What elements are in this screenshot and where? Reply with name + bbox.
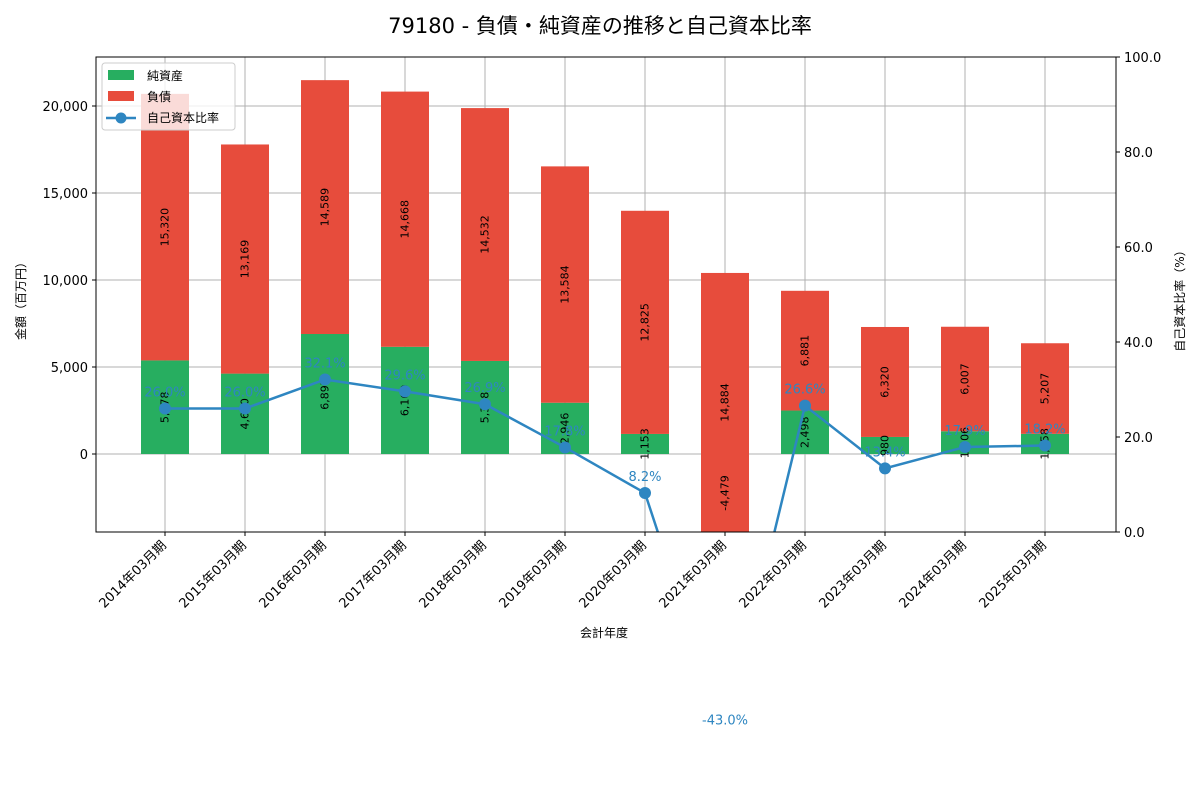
bar-liabilities <box>141 93 189 361</box>
bar-liabilities <box>541 166 589 403</box>
x-axis-ticks: 2014年03月期 2015年03月期 2016年03月期 2017年03月期 2018… <box>97 532 1050 612</box>
ratio-marker <box>399 385 411 398</box>
bar-value-labels: 5,37815,3204,62013,1696,89714,5896,16014… <box>159 188 1052 511</box>
ratio-marker <box>239 402 251 415</box>
bar-liabilities <box>941 326 989 432</box>
x-tick-label: 2024年03月期 <box>897 538 970 611</box>
net-assets-value: -4,479 <box>719 475 732 510</box>
bar-liabilities <box>781 290 829 411</box>
liabilities-value: 6,007 <box>959 363 972 395</box>
bar-liabilities <box>381 91 429 347</box>
legend-swatch-liabilities <box>108 91 134 101</box>
net-assets-value: 6,897 <box>319 378 332 410</box>
bars <box>141 80 1069 532</box>
ratio-marker <box>1039 439 1051 452</box>
svg-text:40.0: 40.0 <box>1124 336 1153 351</box>
ratio-value: 17.9% <box>944 424 985 439</box>
bar-liabilities <box>621 210 669 434</box>
right-axis-ticks: 0.0 20.0 40.0 60.0 80.0 100.0 <box>1116 51 1161 541</box>
bar-liabilities <box>221 144 269 374</box>
x-tick-label: 2015年03月期 <box>177 538 250 611</box>
x-tick-label: 2016年03月期 <box>257 538 330 611</box>
ratio-value: 17.8% <box>544 424 585 439</box>
liabilities-value: 14,668 <box>399 200 412 239</box>
bar-liabilities <box>701 272 749 532</box>
svg-text:15,000: 15,000 <box>43 187 89 202</box>
x-tick-label: 2020年03月期 <box>577 538 650 611</box>
svg-text:20.0: 20.0 <box>1124 431 1153 446</box>
liabilities-value: 12,825 <box>639 303 652 342</box>
ratio-value: 13.4% <box>864 445 905 460</box>
liabilities-value: 15,320 <box>159 208 172 247</box>
ratio-value: 26.0% <box>144 386 185 401</box>
x-tick-label: 2014年03月期 <box>97 538 170 611</box>
x-tick-label: 2022年03月期 <box>737 538 810 611</box>
ratio-value: 26.9% <box>464 381 505 396</box>
svg-text:20,000: 20,000 <box>43 100 89 115</box>
chart-title: 79180 - 負債・純資産の推移と自己資本比率 <box>388 14 812 38</box>
bar-liabilities <box>861 326 909 437</box>
x-tick-label: 2017年03月期 <box>337 538 410 611</box>
x-tick-label: 2025年03月期 <box>977 538 1050 611</box>
liabilities-value: 5,207 <box>1039 373 1052 405</box>
x-axis-label: 会計年度 <box>580 625 628 640</box>
bar-liabilities <box>301 80 349 334</box>
liabilities-value: 14,589 <box>319 188 332 227</box>
y-axis-label: 金額（百万円） <box>13 256 28 340</box>
equity-ratio-line: 26.0% 26.0% 32.1% 29.6% 26.9% 17.8% 8.2% -43.0%… <box>144 357 1065 729</box>
net-assets-value: 1,153 <box>639 428 652 460</box>
svg-text:60.0: 60.0 <box>1124 241 1153 256</box>
ratio-marker <box>959 440 971 453</box>
ratio-value: 8.2% <box>628 470 661 485</box>
ratio-marker <box>479 398 491 411</box>
legend-label-ratio: 自己資本比率 <box>147 110 219 125</box>
ratio-marker <box>159 402 171 415</box>
liabilities-value: 6,881 <box>799 335 812 367</box>
ratio-marker <box>879 462 891 475</box>
legend-label-liabilities: 負債 <box>147 89 171 104</box>
bar-liabilities <box>1021 343 1069 434</box>
bar-net-assets <box>301 333 349 454</box>
liabilities-value: 14,884 <box>719 383 732 422</box>
net-assets-value: 980 <box>879 435 892 456</box>
y2-axis-label: 自己資本比率（%） <box>1172 244 1187 351</box>
ratio-marker <box>799 399 811 412</box>
svg-text:100.0: 100.0 <box>1124 51 1161 66</box>
svg-text:5,000: 5,000 <box>51 361 88 376</box>
legend-label-net-assets: 純資産 <box>147 68 183 83</box>
liabilities-value: 13,169 <box>239 240 252 279</box>
bar-net-assets <box>621 433 669 454</box>
svg-text:10,000: 10,000 <box>43 274 89 289</box>
ratio-value: 29.6% <box>384 368 425 383</box>
bar-net-assets <box>381 346 429 454</box>
ratio-value: -43.0% <box>702 713 748 728</box>
ratio-marker <box>319 373 331 386</box>
ratio-value: 26.0% <box>224 386 265 401</box>
bar-net-assets <box>861 436 909 454</box>
ratio-marker <box>639 487 651 500</box>
net-assets-value: 2,946 <box>559 413 572 445</box>
legend-marker-ratio <box>115 112 127 124</box>
x-tick-label: 2019年03月期 <box>497 538 570 611</box>
left-axis-ticks: 0 5,000 10,000 15,000 20,000 <box>43 100 96 463</box>
ratio-value: 18.2% <box>1024 423 1065 438</box>
ratio-marker <box>559 441 571 454</box>
legend-swatch-net-assets <box>108 70 134 80</box>
liabilities-value: 13,584 <box>559 265 572 304</box>
x-tick-label: 2018年03月期 <box>417 538 490 611</box>
legend: 純資産 負債 自己資本比率 <box>101 62 236 131</box>
liabilities-value: 6,320 <box>879 366 892 398</box>
bar-liabilities <box>461 108 509 361</box>
svg-text:0: 0 <box>80 448 88 463</box>
ratio-value: 26.6% <box>784 383 825 398</box>
svg-text:0.0: 0.0 <box>1124 526 1145 541</box>
x-tick-label: 2021年03月期 <box>657 538 730 611</box>
x-tick-label: 2023年03月期 <box>817 538 890 611</box>
ratio-value: 32.1% <box>304 357 345 372</box>
svg-text:80.0: 80.0 <box>1124 146 1153 161</box>
liabilities-value: 14,532 <box>479 215 492 254</box>
plot-frame <box>95 56 1117 533</box>
